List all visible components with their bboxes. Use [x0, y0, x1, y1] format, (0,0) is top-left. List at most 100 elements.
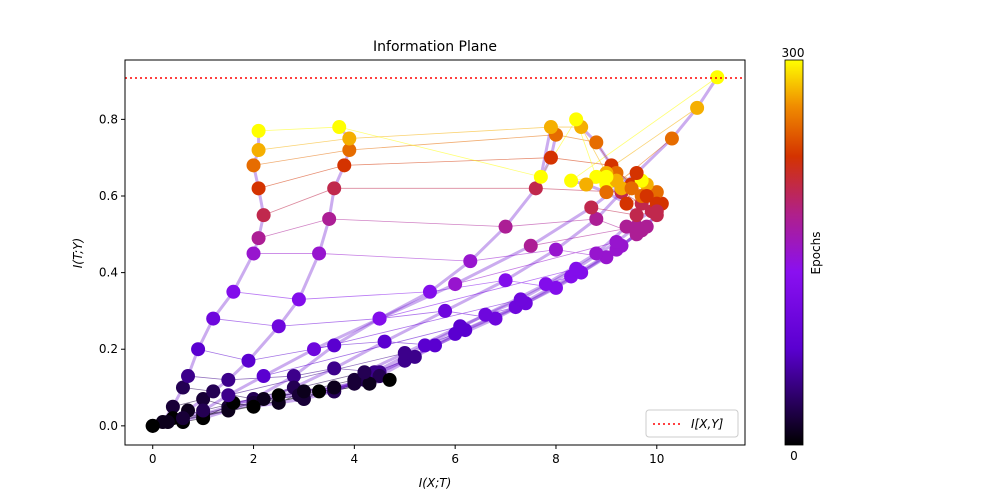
- data-point: [629, 219, 644, 234]
- chart-title: Information Plane: [373, 39, 497, 55]
- data-point: [649, 204, 664, 219]
- x-tick-label: 6: [451, 452, 459, 466]
- data-point: [246, 158, 261, 173]
- data-point: [372, 311, 387, 326]
- x-tick-label: 8: [552, 452, 560, 466]
- data-point: [271, 319, 286, 334]
- data-point: [569, 112, 584, 127]
- y-axis-label: I(T;Y): [71, 238, 85, 269]
- layer-path: [152, 130, 266, 428]
- data-point: [327, 380, 342, 395]
- data-point: [307, 342, 322, 357]
- data-point: [639, 219, 654, 234]
- y-tick-label: 0.8: [99, 112, 118, 126]
- data-point: [332, 120, 347, 135]
- x-tick-label: 0: [149, 452, 157, 466]
- data-point: [251, 143, 266, 158]
- legend-box: [645, 409, 739, 438]
- data-point: [196, 392, 211, 407]
- data-point: [624, 181, 639, 196]
- data-point: [327, 181, 342, 196]
- data-point: [538, 277, 553, 292]
- x-axis-ticks: 0 2 4 6 8 10: [149, 445, 664, 466]
- data-point: [246, 399, 261, 414]
- data-point: [175, 380, 190, 395]
- data-point: [543, 120, 558, 135]
- data-point: [191, 342, 206, 357]
- data-point: [543, 150, 558, 165]
- data-point: [589, 135, 604, 150]
- trajectory-lines: [152, 76, 718, 427]
- data-point: [196, 403, 211, 418]
- data-point: [548, 242, 563, 257]
- y-tick-label: 0.6: [99, 189, 118, 203]
- data-points: [145, 70, 725, 433]
- data-point: [579, 177, 594, 192]
- data-point: [422, 284, 437, 299]
- data-point: [296, 384, 311, 399]
- data-point: [251, 123, 266, 138]
- data-point: [291, 292, 306, 307]
- data-point: [206, 384, 221, 399]
- data-point: [710, 70, 725, 85]
- data-point: [629, 166, 644, 181]
- data-point: [589, 211, 604, 226]
- data-point: [246, 246, 261, 261]
- x-tick-label: 2: [250, 452, 258, 466]
- data-point: [523, 238, 538, 253]
- y-tick-label: 0.2: [99, 342, 118, 356]
- data-point: [181, 369, 196, 384]
- data-point: [589, 169, 604, 184]
- data-point: [619, 196, 634, 211]
- data-point: [453, 319, 468, 334]
- legend-label: I[X,Y]: [691, 417, 724, 431]
- data-point: [664, 131, 679, 146]
- data-point: [327, 338, 342, 353]
- data-point: [327, 361, 342, 376]
- x-tick-label: 4: [351, 452, 359, 466]
- data-point: [286, 369, 301, 384]
- data-point: [175, 411, 190, 426]
- y-tick-label: 0.0: [99, 419, 118, 433]
- colorbar-min-label: 0: [790, 449, 798, 463]
- data-point: [241, 353, 256, 368]
- data-point: [428, 338, 442, 353]
- data-point: [690, 100, 705, 115]
- data-point: [463, 254, 478, 269]
- data-point: [584, 200, 599, 215]
- y-axis-ticks: 0.0 0.2 0.4 0.6 0.8: [99, 112, 125, 433]
- data-point: [629, 208, 644, 223]
- data-point: [256, 392, 271, 407]
- colorbar: 300 0 Epochs: [782, 46, 823, 463]
- data-point: [165, 399, 180, 414]
- data-point: [145, 418, 160, 433]
- x-tick-label: 10: [649, 452, 664, 466]
- data-point: [377, 334, 392, 349]
- data-point: [513, 292, 528, 307]
- colorbar-max-label: 300: [782, 46, 805, 60]
- data-point: [619, 219, 634, 234]
- data-point: [609, 234, 624, 249]
- data-point: [438, 303, 453, 318]
- data-point: [589, 246, 604, 261]
- data-point: [397, 346, 412, 361]
- data-point: [599, 185, 614, 200]
- data-point: [448, 277, 463, 292]
- data-point: [357, 365, 372, 380]
- y-tick-label: 0.4: [99, 266, 118, 280]
- epoch-line: [258, 218, 648, 247]
- data-point: [498, 273, 513, 288]
- data-point: [256, 369, 271, 384]
- data-point: [342, 131, 357, 146]
- data-point: [478, 307, 493, 322]
- data-point: [533, 169, 548, 184]
- x-axis-label: I(X;T): [419, 476, 452, 490]
- data-point: [337, 158, 352, 173]
- data-point: [322, 211, 337, 226]
- data-point: [639, 188, 654, 203]
- data-point: [599, 169, 614, 184]
- data-point: [417, 338, 432, 353]
- legend: I[X,Y]: [645, 409, 739, 438]
- data-point: [251, 181, 266, 196]
